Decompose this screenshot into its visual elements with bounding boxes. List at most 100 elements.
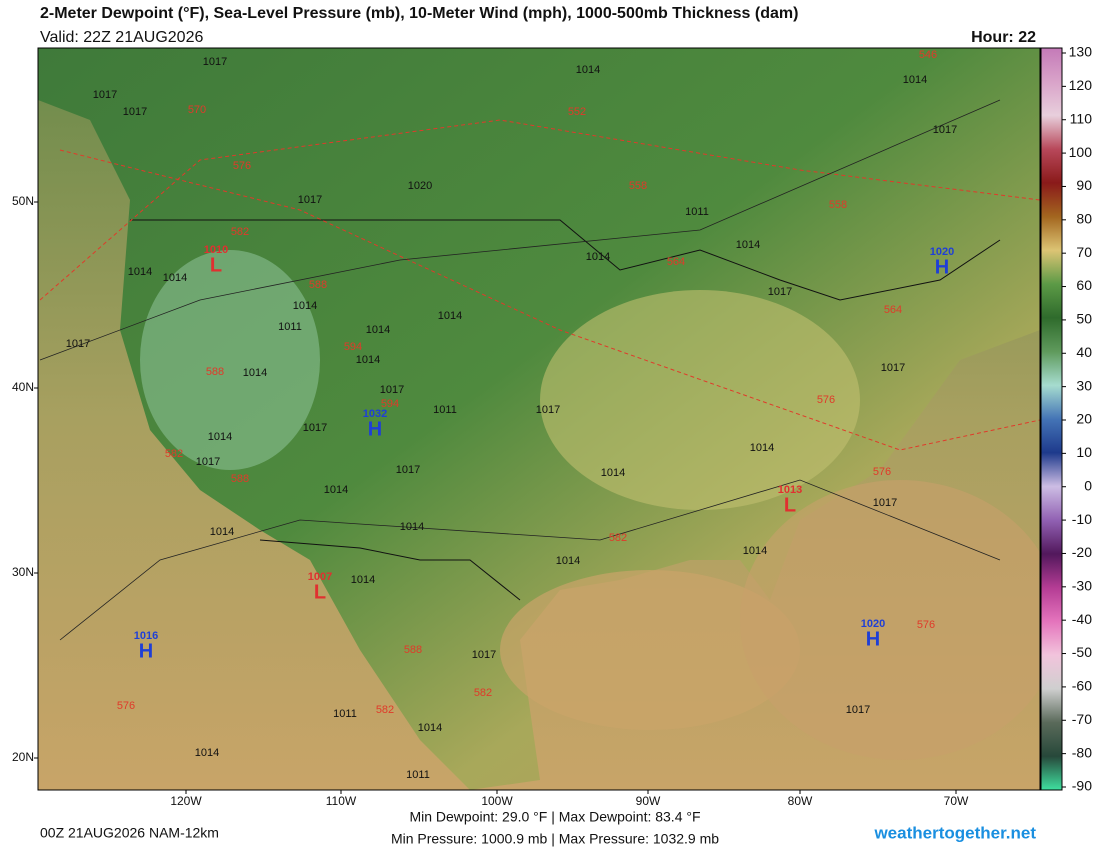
- site-link[interactable]: weathertogether.net: [873, 823, 1036, 842]
- center-letter: L: [210, 254, 222, 276]
- thickness-label: 576: [917, 619, 935, 631]
- colorbar-label: 50: [1076, 311, 1092, 327]
- lon-label: 110W: [326, 794, 357, 808]
- colorbar-label: 100: [1069, 144, 1093, 160]
- isobar-label: 1014: [356, 354, 380, 366]
- colorbar-label: -70: [1072, 711, 1092, 727]
- isobar-label: 1014: [163, 272, 187, 284]
- thickness-label: 588: [404, 644, 422, 656]
- colorbar-label: 10: [1076, 444, 1092, 460]
- center-letter: H: [935, 256, 949, 278]
- lon-label: 100W: [481, 794, 513, 808]
- colorbar-label: -40: [1072, 611, 1092, 627]
- colorbar-label: -50: [1072, 644, 1092, 660]
- thickness-label: 570: [188, 104, 206, 116]
- colorbar-label: -60: [1072, 678, 1092, 694]
- thickness-label: 576: [873, 466, 891, 478]
- center-letter: H: [368, 418, 382, 440]
- colorbar: [1040, 47, 1063, 791]
- map-frame: [37, 47, 1041, 791]
- lon-label: 90W: [636, 794, 661, 808]
- isobar-label: 1014: [903, 74, 927, 86]
- lat-label: 20N: [12, 750, 34, 764]
- isobar-label: 1017: [396, 464, 420, 476]
- colorbar-label: -30: [1072, 578, 1092, 594]
- isobar-label: 1014: [210, 526, 234, 538]
- map: [38, 48, 1040, 790]
- lat-label: 40N: [12, 380, 34, 394]
- isobar-label: 1014: [366, 324, 390, 336]
- pressure-range: Min Pressure: 1000.9 mb | Max Pressure: …: [391, 831, 719, 847]
- isobar-label: 1014: [438, 310, 462, 322]
- isobar-label: 1017: [303, 422, 327, 434]
- isobar-label: 1017: [933, 124, 957, 136]
- lon-label: 80W: [788, 794, 813, 808]
- isobar-label: 1017: [123, 106, 147, 118]
- thickness-label: 582: [609, 532, 627, 544]
- thickness-label: 564: [884, 304, 902, 316]
- colorbar-label: -10: [1072, 511, 1092, 527]
- colorbar-label: -90: [1072, 778, 1092, 794]
- thickness-label: 594: [344, 341, 362, 353]
- colorbar-label: 40: [1076, 344, 1092, 360]
- isobar-label: 1017: [472, 649, 496, 661]
- isobar-label: 1017: [298, 194, 322, 206]
- isobar: [59, 479, 1001, 641]
- isobar-label: 1014: [586, 251, 610, 263]
- thickness-label: 582: [231, 226, 249, 238]
- thickness-label: 546: [919, 49, 937, 61]
- isobar-label: 1014: [293, 300, 317, 312]
- colorbar-label: -80: [1072, 744, 1092, 760]
- thickness-label: 576: [817, 394, 835, 406]
- thickness-label: 558: [829, 199, 847, 211]
- lat-label: 50N: [12, 194, 34, 208]
- dry-region: [140, 250, 320, 470]
- isobar-label: 1014: [750, 442, 774, 454]
- valid-time: Valid: 22Z 21AUG2026: [40, 29, 203, 46]
- isobar-label: 1014: [195, 747, 219, 759]
- atlantic: [740, 480, 1040, 760]
- center-letter: H: [139, 640, 153, 662]
- thickness-contour: [59, 149, 1040, 451]
- thickness-label: 588: [206, 366, 224, 378]
- colorbar-label: 60: [1076, 277, 1092, 293]
- isobar-label: 1017: [881, 362, 905, 374]
- isobar-label: 1014: [351, 574, 375, 586]
- colorbar-label: -20: [1072, 544, 1092, 560]
- border: [259, 539, 521, 601]
- humid-region: [540, 290, 860, 510]
- border: [130, 219, 1001, 301]
- thickness-label: 588: [231, 473, 249, 485]
- isobar-label: 1014: [601, 467, 625, 479]
- thickness-label: 582: [376, 704, 394, 716]
- isobar-label: 1014: [576, 64, 600, 76]
- colorbar-label: 0: [1084, 477, 1092, 493]
- isobar-label: 1017: [203, 56, 227, 68]
- isobar-label: 1014: [736, 239, 760, 251]
- thickness-contour: [39, 119, 1040, 301]
- forecast-hour: Hour: 22: [971, 29, 1036, 46]
- isobar-label: 1017: [846, 704, 870, 716]
- thickness-label: 576: [233, 160, 251, 172]
- isobar-label: 1014: [556, 555, 580, 567]
- gulf: [500, 570, 800, 730]
- center-value: 1016: [134, 630, 158, 642]
- land: [38, 48, 1040, 790]
- center-letter: H: [866, 628, 880, 650]
- isobar-label: 1017: [196, 456, 220, 468]
- center-value: 1032: [363, 408, 387, 420]
- isobar-label: 1011: [433, 404, 457, 416]
- center-letter: L: [314, 581, 326, 603]
- isobar-label: 1011: [278, 321, 302, 333]
- isobar-label: 1014: [418, 722, 442, 734]
- thickness-label: 558: [629, 180, 647, 192]
- lat-label: 30N: [12, 565, 34, 579]
- isobar-label: 1017: [536, 404, 560, 416]
- isobar-label: 1014: [400, 521, 424, 533]
- colorbar-label: 130: [1069, 44, 1093, 60]
- thickness-label: 594: [381, 398, 399, 410]
- isobar-label: 1020: [408, 180, 432, 192]
- lon-label: 70W: [944, 794, 969, 808]
- isobar-label: 1017: [380, 384, 404, 396]
